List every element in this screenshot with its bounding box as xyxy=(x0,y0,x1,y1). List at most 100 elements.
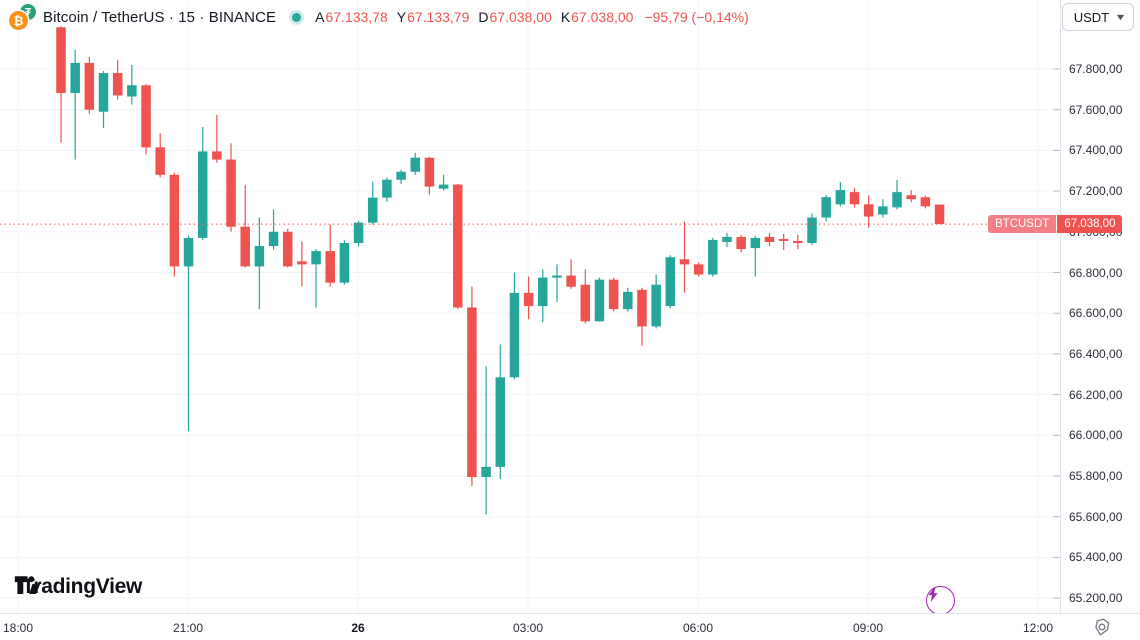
candle-body-down xyxy=(608,279,619,310)
price-axis-label: 67.800,00 xyxy=(1069,62,1123,76)
candle-body-up xyxy=(552,275,562,278)
price-axis-label: 67.600,00 xyxy=(1069,102,1123,117)
timezone-settings-icon[interactable] xyxy=(1092,617,1112,637)
time-axis-label: 18:00 xyxy=(2,621,34,635)
candle-body-down xyxy=(764,236,775,242)
chart-plot-area[interactable]: TradingView xyxy=(0,0,1060,615)
chevron-down-icon: ▼ xyxy=(1114,12,1127,22)
candle-body-up xyxy=(807,217,817,243)
price-label-badge: BTCUSDT 67.038,00 xyxy=(988,215,1123,234)
candle-body-down xyxy=(793,240,803,243)
candle-body-down xyxy=(637,289,647,327)
candle-body-down xyxy=(84,62,95,110)
time-axis-label: 12:00 xyxy=(1022,621,1054,635)
price-label-value: 67.038,00 xyxy=(1057,215,1123,234)
candle-body-up xyxy=(127,85,137,97)
quick-trade-button[interactable] xyxy=(926,586,955,615)
candle-body-up xyxy=(367,197,378,223)
candle-body-down xyxy=(778,238,789,241)
candle-body-down xyxy=(736,236,746,250)
candle-body-up xyxy=(835,190,846,205)
candle-body-down xyxy=(679,259,690,265)
candle-body-up xyxy=(708,239,718,275)
price-axis-label: 65.800,00 xyxy=(1069,469,1123,483)
currency-unit-value: USDT xyxy=(1073,9,1110,25)
price-axis-label: 65.400,00 xyxy=(1069,550,1123,565)
price-axis-label: 66.600,00 xyxy=(1069,306,1123,321)
candle-body-up xyxy=(892,192,902,208)
symbol-title[interactable]: Bitcoin / TetherUS · 15 · BINANCE xyxy=(43,8,277,26)
candle-body-up xyxy=(98,73,109,112)
candle-body-down xyxy=(453,184,463,308)
candle-body-down xyxy=(297,261,307,265)
time-axis-label: 26 xyxy=(351,621,365,635)
candle-body-up xyxy=(438,184,449,189)
candle-body-down xyxy=(580,284,591,322)
tradingview-logo-text: TradingView xyxy=(22,575,143,598)
candle-body-down xyxy=(467,307,477,478)
candle-body-up xyxy=(821,197,831,218)
candle-body-down xyxy=(849,192,860,205)
candle-body-down xyxy=(169,174,180,267)
time-axis-label: 06:00 xyxy=(682,621,714,635)
candle-body-down xyxy=(226,159,236,227)
price-axis[interactable]: 67.800,00 67.600,00 67.400,00 67.200,00 67.0… xyxy=(1060,0,1140,613)
currency-unit-dropdown[interactable]: USDT ▼ xyxy=(1061,3,1134,31)
candle-body-up xyxy=(509,292,520,378)
candle-body-up xyxy=(495,377,506,467)
candlestick-plot[interactable] xyxy=(0,0,1060,613)
candle-body-down xyxy=(141,85,151,148)
tradingview-logo[interactable]: TradingView xyxy=(14,575,142,599)
candle-body-up xyxy=(722,236,732,242)
candle-body-up xyxy=(481,466,491,478)
candle-body-down xyxy=(920,197,931,207)
candle-body-down xyxy=(863,204,874,217)
time-axis[interactable]: 18:00 21:00 26 03:00 06:00 09:00 12:00 xyxy=(0,613,1140,640)
candle-body-down xyxy=(693,264,704,275)
candle-body-up xyxy=(665,257,676,307)
candle-body-down xyxy=(155,147,165,175)
candle-body-up xyxy=(254,246,265,267)
price-axis-label: 66.800,00 xyxy=(1069,265,1123,280)
candle-body-up xyxy=(410,157,420,172)
candle-body-down xyxy=(325,251,335,283)
candle-body-up xyxy=(70,62,80,94)
candle-body-down xyxy=(566,275,576,287)
candle-body-up xyxy=(623,291,633,310)
candle-body-up xyxy=(183,237,194,267)
candle-body-up xyxy=(750,237,761,249)
candle-body-up xyxy=(197,151,208,238)
time-axis-label: 03:00 xyxy=(512,621,544,635)
candle-body-down xyxy=(424,157,435,187)
candle-body-up xyxy=(311,251,321,265)
price-axis-label: 66.200,00 xyxy=(1069,387,1123,402)
candle-body-down xyxy=(906,195,916,200)
price-axis-label: 65.600,00 xyxy=(1069,509,1123,524)
time-axis-label: 09:00 xyxy=(852,621,884,635)
candle-body-down xyxy=(240,226,250,267)
price-axis-label: 65.200,00 xyxy=(1069,591,1123,606)
price-label-symbol: BTCUSDT xyxy=(988,215,1057,234)
candle-body-down xyxy=(212,151,222,160)
candle-body-down xyxy=(56,27,66,94)
candle-body-up xyxy=(268,231,279,247)
lightning-icon xyxy=(928,587,938,602)
candle-body-up xyxy=(538,277,548,307)
tradingview-logo-icon xyxy=(14,576,41,594)
time-axis-label: 21:00 xyxy=(172,621,204,635)
candle-body-down xyxy=(523,292,534,307)
candle-body-up xyxy=(651,284,661,327)
candle-body-up xyxy=(382,179,392,198)
candle-body-up xyxy=(396,171,406,180)
price-axis-label: 66.000,00 xyxy=(1069,428,1123,443)
candle-body-up xyxy=(878,206,888,215)
candle-body-up xyxy=(594,279,605,322)
price-axis-label: 66.400,00 xyxy=(1069,346,1123,361)
price-axis-label: 67.200,00 xyxy=(1069,184,1123,199)
candle-body-down xyxy=(934,204,945,225)
candle-body-down xyxy=(112,73,123,96)
candle-body-up xyxy=(353,222,364,243)
candle-body-down xyxy=(282,231,293,267)
candle-body-up xyxy=(339,242,350,283)
